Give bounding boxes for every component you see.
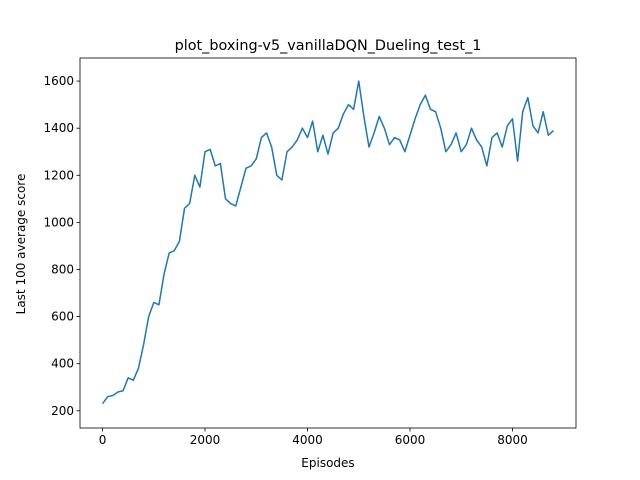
y-axis-label: Last 100 average score [14, 174, 28, 315]
y-tick-label: 800 [51, 262, 74, 276]
y-tick-label: 600 [51, 310, 74, 324]
y-tick-label: 1200 [43, 168, 74, 182]
x-tick-label: 2000 [190, 433, 221, 447]
x-tick-label: 4000 [292, 433, 323, 447]
x-axis-label: Episodes [301, 456, 354, 470]
chart-title: plot_boxing-v5_vanillaDQN_Dueling_test_1 [175, 38, 482, 54]
y-tick-label: 400 [51, 357, 74, 371]
x-tick-label: 0 [99, 433, 107, 447]
data-line [101, 80, 554, 405]
x-tick-label: 8000 [497, 433, 528, 447]
y-tick-label: 1400 [43, 121, 74, 135]
plot-frame [79, 57, 577, 429]
y-tick-label: 1600 [43, 74, 74, 88]
y-tick-label: 200 [51, 404, 74, 418]
y-tick-label: 1000 [43, 215, 74, 229]
x-tick-label: 6000 [395, 433, 426, 447]
